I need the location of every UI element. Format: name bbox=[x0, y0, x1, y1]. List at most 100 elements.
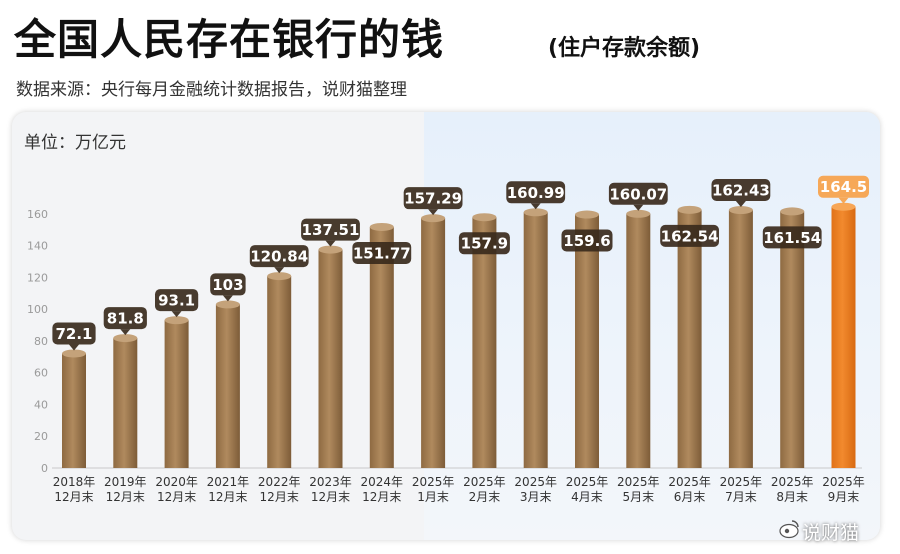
bar-group bbox=[62, 349, 86, 468]
data-label-text: 93.1 bbox=[158, 292, 195, 310]
data-label-pointer bbox=[428, 209, 439, 216]
bar bbox=[215, 304, 240, 468]
data-label-pointer bbox=[325, 240, 336, 247]
data-label: 161.54 bbox=[762, 226, 822, 249]
bar bbox=[626, 213, 651, 468]
data-label-bg bbox=[52, 322, 96, 345]
data-label-bg bbox=[608, 182, 668, 205]
x-tick-label: 5月末 bbox=[622, 490, 654, 504]
data-label-text: 164.5 bbox=[820, 178, 867, 196]
data-label-pointer bbox=[838, 197, 849, 204]
bar-group bbox=[780, 207, 805, 468]
bar-cap bbox=[677, 205, 702, 214]
bar-group bbox=[267, 272, 292, 468]
data-label-bg bbox=[103, 307, 147, 330]
bar-cap bbox=[472, 213, 497, 222]
data-label-bg bbox=[711, 179, 771, 202]
data-label-pointer bbox=[222, 295, 233, 302]
chart-subtitle: (住户存款余额) bbox=[548, 36, 701, 61]
data-label: 103 bbox=[210, 273, 246, 302]
bar bbox=[267, 276, 292, 468]
data-label-bg bbox=[818, 175, 869, 198]
bar-cap bbox=[575, 210, 599, 219]
data-label: 72.1 bbox=[52, 322, 96, 351]
data-label-bg bbox=[403, 187, 463, 210]
bar-group bbox=[113, 334, 138, 468]
x-tick-label: 2023年 bbox=[309, 475, 352, 489]
x-tick-label: 2021年 bbox=[207, 475, 250, 489]
bar-cap bbox=[318, 245, 343, 254]
data-label-text: 72.1 bbox=[55, 325, 92, 343]
bar bbox=[62, 353, 86, 468]
x-tick-label: 6月末 bbox=[674, 490, 706, 504]
bar-cap bbox=[421, 214, 446, 223]
bar-cap bbox=[113, 334, 138, 343]
x-tick-label: 2025年 bbox=[566, 475, 609, 489]
data-label-pointer bbox=[171, 311, 182, 318]
x-tick-label: 1月末 bbox=[417, 490, 449, 504]
x-tick-label: 12月末 bbox=[208, 490, 247, 504]
data-label-text: 162.43 bbox=[712, 182, 770, 200]
data-label: 162.43 bbox=[711, 179, 771, 208]
x-tick-label: 2025年 bbox=[771, 475, 814, 489]
bar-group bbox=[831, 202, 856, 468]
y-tick-label: 40 bbox=[34, 398, 48, 411]
data-label-text: 137.51 bbox=[302, 221, 360, 239]
x-tick-label: 2025年 bbox=[720, 475, 763, 489]
bar bbox=[780, 211, 805, 468]
bar-cap bbox=[626, 209, 651, 218]
bar bbox=[677, 209, 702, 468]
chart-panel: 单位：万亿元 0 20 40 60 80 100 120 140 160 2018年 12月末 72.… bbox=[12, 112, 880, 540]
data-label-text: 160.07 bbox=[609, 185, 667, 203]
data-label: 137.51 bbox=[301, 218, 360, 247]
bar-cap bbox=[523, 208, 548, 217]
data-label: 162.54 bbox=[660, 224, 719, 247]
y-tick-label: 60 bbox=[34, 367, 48, 380]
y-tick-label: 80 bbox=[34, 335, 48, 348]
x-tick-label: 2018年 bbox=[53, 475, 96, 489]
data-label-pointer bbox=[274, 267, 285, 274]
x-tick-label: 12月末 bbox=[106, 490, 145, 504]
data-label: 160.99 bbox=[506, 181, 566, 210]
data-label-bg bbox=[301, 218, 360, 241]
x-tick-label: 12月末 bbox=[311, 490, 350, 504]
bar bbox=[472, 217, 497, 468]
x-tick-label: 7月末 bbox=[725, 490, 757, 504]
data-label: 151.77 bbox=[352, 241, 412, 264]
x-tick-label: 4月末 bbox=[571, 490, 603, 504]
bar-group bbox=[318, 245, 343, 468]
data-label-text: 161.54 bbox=[763, 229, 821, 247]
x-tick-label: 2019年 bbox=[104, 475, 147, 489]
bar-group bbox=[421, 214, 446, 468]
bar-group bbox=[164, 316, 189, 468]
data-label-text: 81.8 bbox=[107, 310, 144, 328]
y-tick-label: 140 bbox=[27, 240, 48, 253]
data-label-bg bbox=[762, 226, 822, 249]
y-tick-label: 20 bbox=[34, 430, 48, 443]
data-label: 157.29 bbox=[403, 187, 463, 216]
bar-group bbox=[626, 209, 651, 468]
y-tick-label: 100 bbox=[27, 303, 48, 316]
bar-cap bbox=[164, 316, 189, 325]
bar bbox=[369, 226, 394, 468]
x-tick-label: 2020年 bbox=[155, 475, 198, 489]
x-tick-label: 9月末 bbox=[828, 490, 860, 504]
data-label-bg bbox=[155, 289, 199, 312]
data-label: 157.9 bbox=[458, 232, 510, 255]
x-tick-label: 2025年 bbox=[514, 475, 557, 489]
data-label-bg bbox=[458, 232, 510, 255]
bar-group bbox=[472, 213, 497, 468]
x-tick-label: 2025年 bbox=[617, 475, 660, 489]
y-tick-label: 120 bbox=[27, 271, 48, 284]
data-label: 164.5 bbox=[818, 175, 869, 204]
bar-group bbox=[369, 222, 394, 468]
data-label-pointer bbox=[735, 201, 746, 208]
x-tick-label: 2022年 bbox=[258, 475, 301, 489]
bar-cap bbox=[267, 272, 292, 281]
data-label-text: 157.9 bbox=[461, 235, 508, 253]
chart-title: 全国人民存在银行的钱 bbox=[14, 15, 445, 64]
x-tick-label: 12月末 bbox=[362, 490, 401, 504]
bar-cap bbox=[215, 300, 240, 309]
x-tick-label: 2025年 bbox=[463, 475, 506, 489]
data-label-text: 162.54 bbox=[661, 227, 719, 245]
